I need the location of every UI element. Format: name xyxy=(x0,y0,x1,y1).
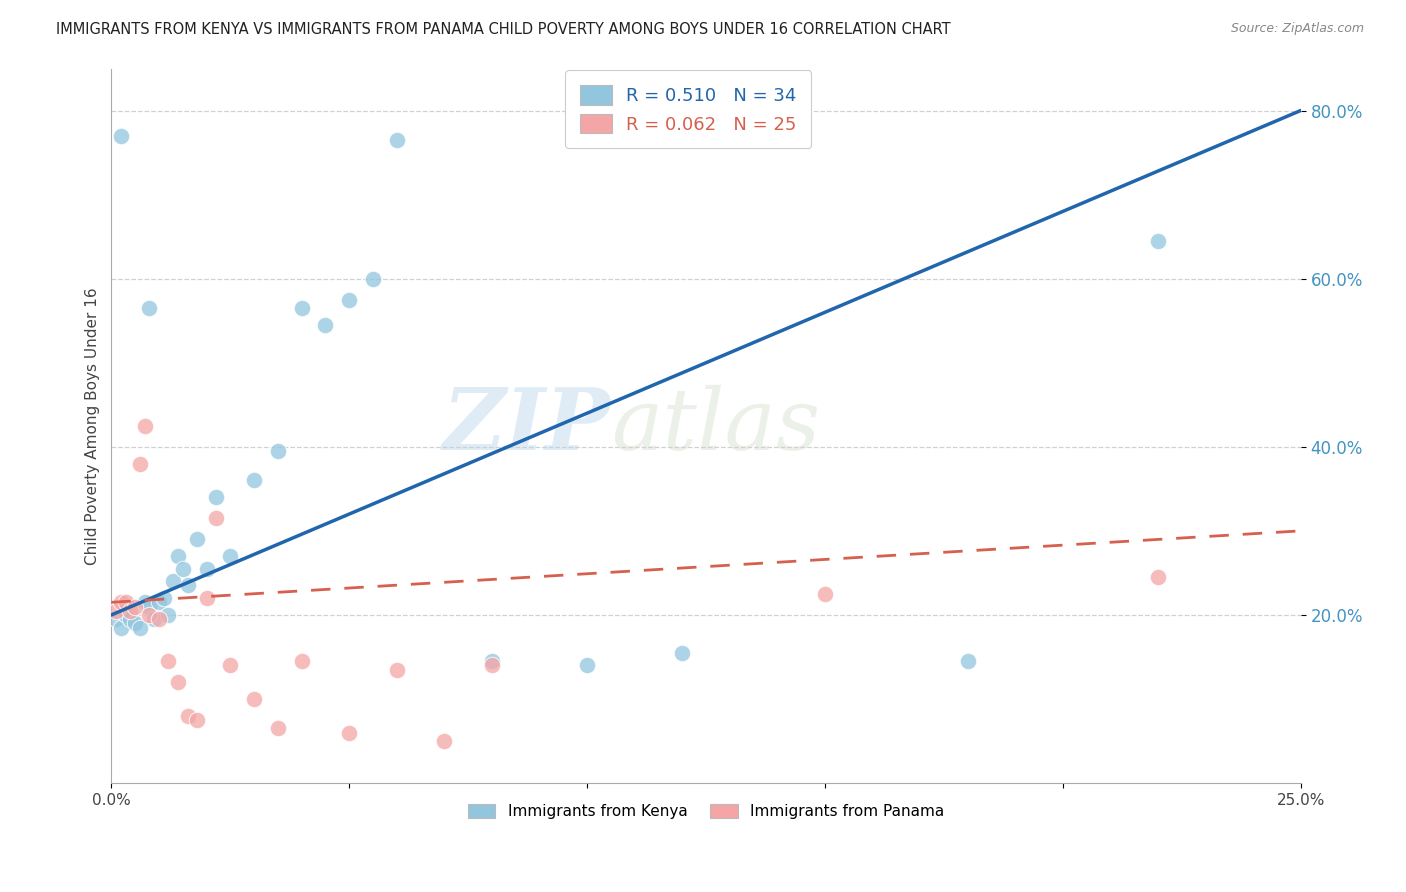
Point xyxy=(205,490,228,504)
Text: IMMIGRANTS FROM KENYA VS IMMIGRANTS FROM PANAMA CHILD POVERTY AMONG BOYS UNDER 1: IMMIGRANTS FROM KENYA VS IMMIGRANTS FROM… xyxy=(56,22,950,37)
Point xyxy=(162,574,184,589)
Point xyxy=(361,271,384,285)
Point xyxy=(481,658,503,673)
Point xyxy=(481,654,503,668)
Point xyxy=(167,675,190,690)
Point xyxy=(110,621,132,635)
Point xyxy=(138,599,160,614)
Point xyxy=(385,133,408,147)
Point xyxy=(120,604,142,618)
Point xyxy=(433,734,456,748)
Point xyxy=(148,612,170,626)
Point xyxy=(267,444,290,458)
Point xyxy=(205,511,228,525)
Text: atlas: atlas xyxy=(610,384,820,467)
Point xyxy=(337,725,360,739)
Point xyxy=(186,533,208,547)
Point xyxy=(120,612,142,626)
Point xyxy=(124,616,146,631)
Point xyxy=(105,604,128,618)
Point xyxy=(143,612,166,626)
Point xyxy=(186,713,208,727)
Point xyxy=(956,654,979,668)
Point xyxy=(176,578,198,592)
Point xyxy=(195,591,218,606)
Point xyxy=(576,658,599,673)
Point xyxy=(167,549,190,563)
Point xyxy=(243,692,266,706)
Point xyxy=(1147,234,1170,248)
Point xyxy=(385,663,408,677)
Text: ZIP: ZIP xyxy=(443,384,610,467)
Point xyxy=(138,301,160,315)
Point xyxy=(129,457,152,471)
Point xyxy=(291,654,314,668)
Point xyxy=(114,595,136,609)
Point xyxy=(671,646,693,660)
Point xyxy=(105,612,128,626)
Point xyxy=(148,595,170,609)
Point xyxy=(176,708,198,723)
Point xyxy=(219,549,242,563)
Point xyxy=(814,587,837,601)
Point xyxy=(134,418,156,433)
Point xyxy=(138,607,160,622)
Point xyxy=(172,562,194,576)
Point xyxy=(152,591,174,606)
Point xyxy=(267,722,290,736)
Point xyxy=(157,654,180,668)
Legend: Immigrants from Kenya, Immigrants from Panama: Immigrants from Kenya, Immigrants from P… xyxy=(461,797,950,825)
Point xyxy=(110,128,132,143)
Point xyxy=(243,474,266,488)
Point xyxy=(1147,570,1170,584)
Point xyxy=(124,599,146,614)
Point xyxy=(337,293,360,307)
Point xyxy=(134,595,156,609)
Point xyxy=(314,318,336,332)
Point xyxy=(114,607,136,622)
Point xyxy=(291,301,314,315)
Point xyxy=(110,595,132,609)
Point xyxy=(129,621,152,635)
Point xyxy=(157,607,180,622)
Y-axis label: Child Poverty Among Boys Under 16: Child Poverty Among Boys Under 16 xyxy=(86,287,100,565)
Text: Source: ZipAtlas.com: Source: ZipAtlas.com xyxy=(1230,22,1364,36)
Point xyxy=(219,658,242,673)
Point xyxy=(195,562,218,576)
